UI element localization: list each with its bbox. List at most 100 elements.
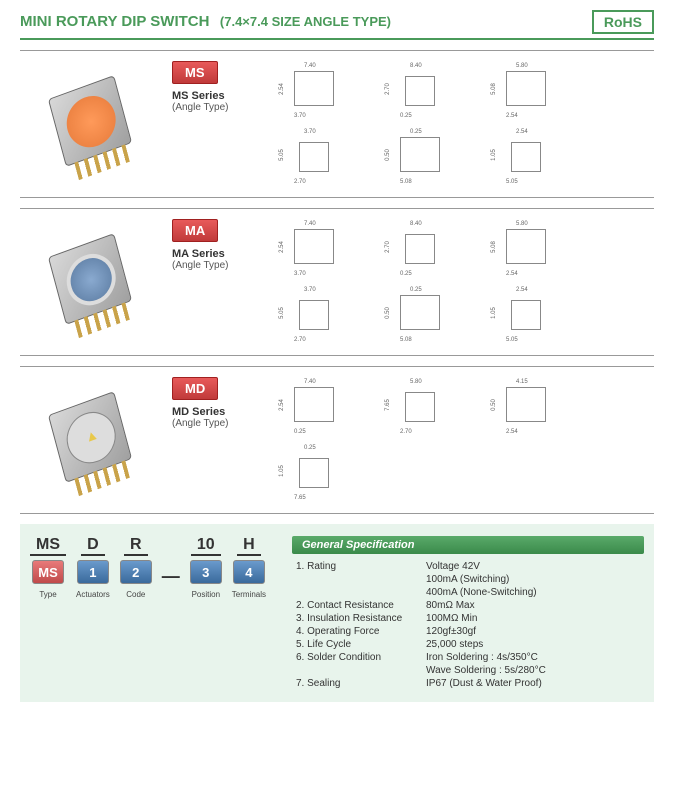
spec-label: 2. Contact Resistance <box>296 600 426 611</box>
pn-label: Type <box>39 590 56 599</box>
pn-letter: H <box>237 536 261 556</box>
dimension-label: 5.80 <box>516 221 528 227</box>
drawing-view: 5.802.545.08 <box>486 61 586 121</box>
dimension-label: 3.70 <box>304 287 316 293</box>
product-image <box>20 61 160 181</box>
pn-col-position: 10 3 Position <box>190 536 222 599</box>
dimension-label: 2.54 <box>279 399 285 411</box>
product-image <box>20 377 160 497</box>
drawing-view: 2.545.051.05 <box>486 127 586 187</box>
spec-label: 3. Insulation Resistance <box>296 613 426 624</box>
pn-box: 4 <box>233 560 265 584</box>
spec-label: 7. Sealing <box>296 678 426 689</box>
spec-label: 4. Operating Force <box>296 626 426 637</box>
spec-row: Wave Soldering : 5s/280°C <box>292 664 644 677</box>
dimension-label: 5.05 <box>279 149 285 161</box>
spec-label <box>296 665 426 676</box>
spec-row: 6. Solder ConditionIron Soldering : 4s/3… <box>292 651 644 664</box>
drawing-view: 0.257.651.05 <box>274 443 374 503</box>
drawing-view: 3.70 2.70 5.05 <box>274 285 374 345</box>
dimension-label: 3.70 <box>294 113 306 119</box>
series-row-md: MDMD Series(Angle Type)7.400.252.545.802… <box>20 366 654 514</box>
pn-box: 2 <box>120 560 152 584</box>
drawing-view: 4.152.540.50 <box>486 377 586 437</box>
pn-label: Code <box>126 590 145 599</box>
drawing-view: 5.802.545.08 <box>486 219 586 279</box>
spec-label: 1. Rating <box>296 561 426 572</box>
dimension-label: 2.54 <box>506 271 518 277</box>
series-type: (Angle Type) <box>172 418 262 429</box>
pn-letter: D <box>81 536 105 556</box>
drawing-view: 7.40 0.25 2.54 <box>274 377 374 437</box>
page-subtitle: (7.4×7.4 SIZE ANGLE TYPE) <box>220 14 391 29</box>
spec-value: 25,000 steps <box>426 639 640 650</box>
pn-dash: — <box>162 566 180 587</box>
pn-box: 1 <box>77 560 109 584</box>
spec-value: Wave Soldering : 5s/280°C <box>426 665 640 676</box>
dimension-label: 5.05 <box>506 179 518 185</box>
dimension-label: 7.40 <box>304 221 316 227</box>
pn-letter: 10 <box>191 536 221 556</box>
dimension-label: 1.05 <box>491 307 497 319</box>
dimension-label: 0.25 <box>294 429 306 435</box>
dimension-label: 1.05 <box>491 149 497 161</box>
dimension-label: 7.40 <box>304 63 316 69</box>
spec-label: 5. Life Cycle <box>296 639 426 650</box>
technical-drawings: 7.403.702.548.400.252.705.802.545.083.70… <box>274 61 654 187</box>
spec-value: 400mA (None-Switching) <box>426 587 640 598</box>
drawing-view: 2.54 5.05 1.05 <box>486 285 586 345</box>
spec-header: General Specification <box>292 536 644 554</box>
series-name: MA Series <box>172 248 262 260</box>
dimension-label: 2.70 <box>385 83 391 95</box>
spec-row: 2. Contact Resistance80mΩ Max <box>292 599 644 612</box>
spec-label <box>296 574 426 585</box>
pn-col-actuators: D1Actuators <box>76 536 110 599</box>
drawing-view: 5.802.707.65 <box>380 377 480 437</box>
spec-value: 100MΩ Min <box>426 613 640 624</box>
dimension-label: 0.25 <box>400 113 412 119</box>
pn-label: Position <box>192 590 220 599</box>
spec-value: 80mΩ Max <box>426 600 640 611</box>
pn-col-type: MSMSType <box>30 536 66 599</box>
spec-row: 100mA (Switching) <box>292 573 644 586</box>
spec-row: 400mA (None-Switching) <box>292 586 644 599</box>
spec-value: 100mA (Switching) <box>426 574 640 585</box>
page-title: MINI ROTARY DIP SWITCH <box>20 13 209 30</box>
title-block: MINI ROTARY DIP SWITCH (7.4×7.4 SIZE ANG… <box>20 13 391 31</box>
technical-drawings: 7.400.252.545.802.707.654.152.540.500.25… <box>274 377 654 503</box>
dimension-label: 2.70 <box>385 241 391 253</box>
series-name: MD Series <box>172 406 262 418</box>
drawing-view: 7.403.702.54 <box>274 219 374 279</box>
spec-panel: General Specification 1. RatingVoltage 4… <box>292 536 644 690</box>
series-name: MS Series <box>172 90 262 102</box>
dimension-label: 3.70 <box>304 129 316 135</box>
dimension-label: 2.54 <box>279 83 285 95</box>
dimension-label: 2.70 <box>400 429 412 435</box>
dimension-label: 5.08 <box>400 337 412 343</box>
dimension-label: 5.05 <box>506 337 518 343</box>
dimension-label: 8.40 <box>410 221 422 227</box>
drawing-view: 3.702.705.05 <box>274 127 374 187</box>
dimension-label: 0.50 <box>385 149 391 161</box>
dimension-label: 7.65 <box>294 495 306 501</box>
dimension-label: 2.70 <box>294 337 306 343</box>
spec-value: IP67 (Dust & Water Proof) <box>426 678 640 689</box>
drawing-view: 8.40 0.25 2.70 <box>380 219 480 279</box>
dimension-label: 0.25 <box>400 271 412 277</box>
dimension-label: 5.05 <box>279 307 285 319</box>
pn-box: 3 <box>190 560 222 584</box>
dimension-label: 4.15 <box>516 379 528 385</box>
spec-value: Iron Soldering : 4s/350°C <box>426 652 640 663</box>
pn-box: MS <box>32 560 64 584</box>
dimension-label: 7.40 <box>304 379 316 385</box>
dimension-label: 0.25 <box>410 129 422 135</box>
dimension-label: 2.54 <box>516 287 528 293</box>
dimension-label: 2.54 <box>506 429 518 435</box>
dimension-label: 0.25 <box>410 287 422 293</box>
pn-col-code: R2Code <box>120 536 152 599</box>
spec-label <box>296 587 426 598</box>
rohs-badge: RoHS <box>592 10 654 34</box>
drawing-view: 0.255.080.50 <box>380 285 480 345</box>
drawing-view: 0.255.080.50 <box>380 127 480 187</box>
series-type: (Angle Type) <box>172 102 262 113</box>
